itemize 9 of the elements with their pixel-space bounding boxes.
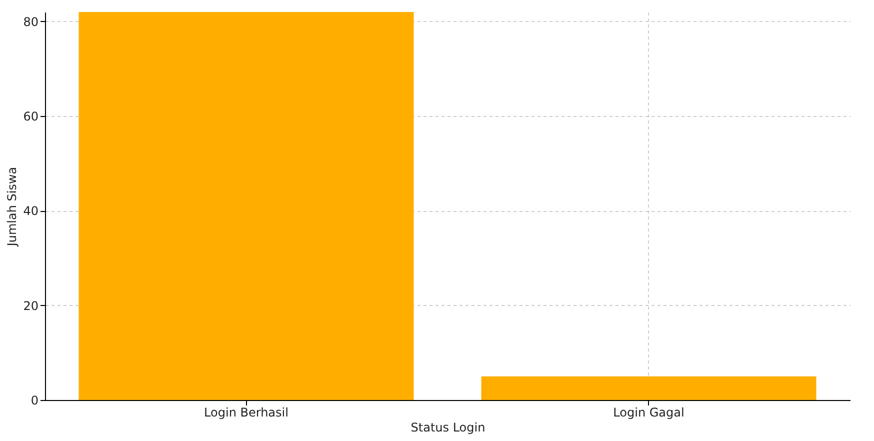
y-tick-label: 80: [23, 14, 38, 29]
y-tick-label: 0: [30, 394, 38, 408]
x-axis-title: Status Login: [410, 420, 486, 434]
y-axis-title: Jumlah Siswa: [5, 166, 20, 248]
x-tick-label: Login Berhasil: [204, 406, 288, 420]
y-tick-label: 60: [23, 110, 38, 124]
y-tick-label: 20: [23, 298, 38, 313]
x-tick-label: Login Gagal: [613, 406, 684, 420]
y-tick-label: 40: [23, 204, 38, 218]
